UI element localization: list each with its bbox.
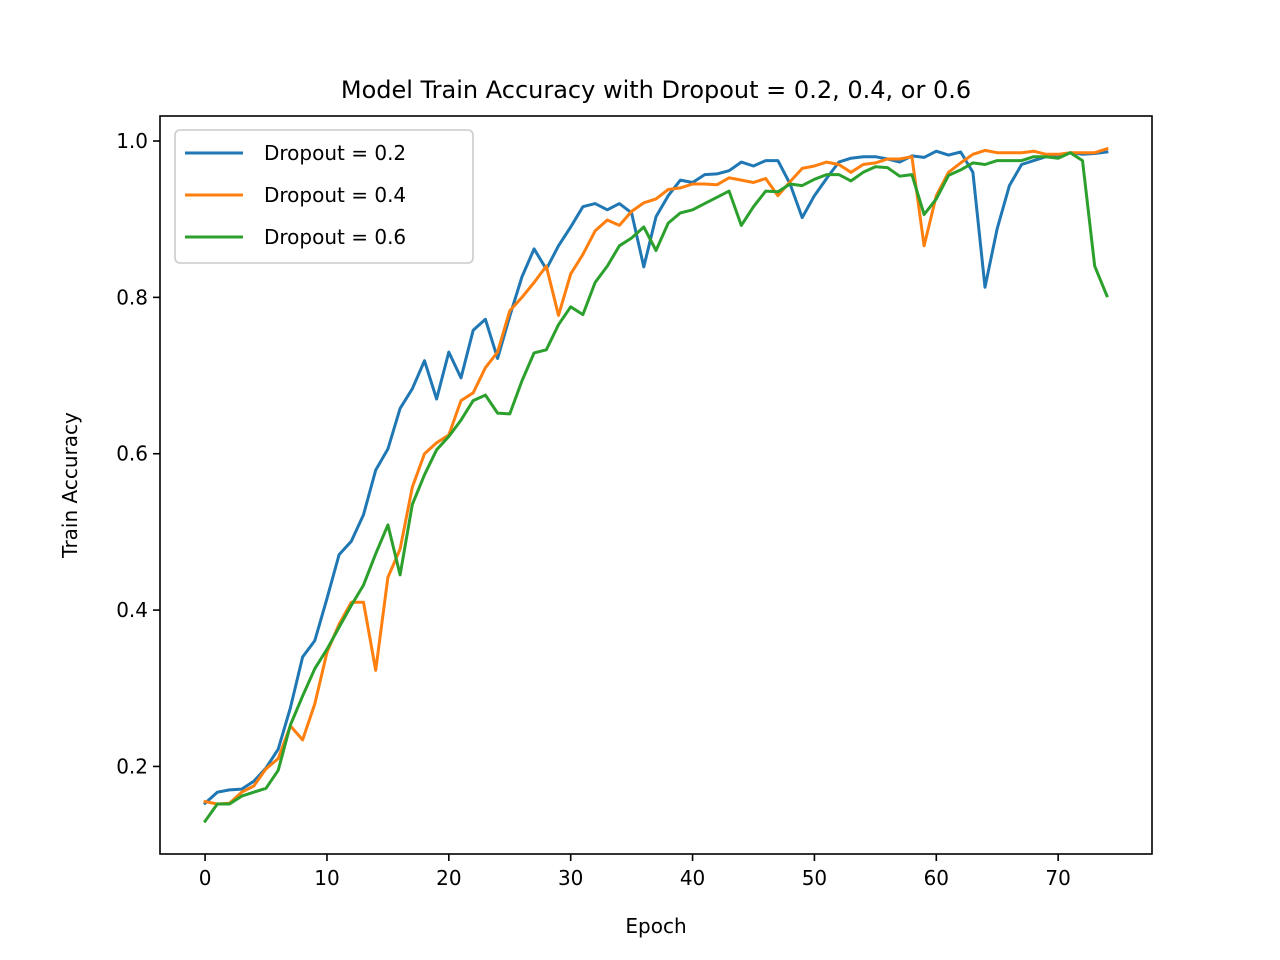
chart-title: Model Train Accuracy with Dropout = 0.2,… — [341, 76, 971, 104]
y-tick-label: 0.2 — [116, 754, 148, 778]
y-tick-label: 0.6 — [116, 442, 148, 466]
legend-label-1: Dropout = 0.2 — [264, 141, 406, 165]
x-tick-label: 50 — [802, 866, 827, 890]
y-tick-label: 0.8 — [116, 285, 148, 309]
x-tick-label: 20 — [436, 866, 461, 890]
x-tick-label: 0 — [199, 866, 212, 890]
y-tick-label: 1.0 — [116, 129, 148, 153]
series-line-2 — [203, 146, 1109, 806]
legend-label-3: Dropout = 0.6 — [264, 225, 406, 249]
x-axis-title: Epoch — [625, 914, 686, 938]
series-layer — [202, 146, 1109, 824]
y-axis-ticks: 0.2 0.4 0.6 0.8 1.0 — [116, 129, 160, 778]
x-tick-label: 60 — [924, 866, 949, 890]
y-tick-label: 0.4 — [116, 598, 148, 622]
series-line-3 — [203, 151, 1109, 824]
x-tick-label: 30 — [558, 866, 583, 890]
legend: Dropout = 0.2 Dropout = 0.4 Dropout = 0.6 — [174, 129, 474, 264]
x-tick-label: 10 — [314, 866, 339, 890]
x-axis-ticks: 0 10 20 30 40 50 60 70 — [199, 854, 1071, 890]
legend-box — [174, 129, 474, 264]
x-tick-label: 70 — [1045, 866, 1070, 890]
plot-frame — [159, 115, 1153, 855]
plot-area: 0 10 20 30 40 50 60 70 0.2 0.4 0.6 0.8 1.0 — [116, 115, 1153, 890]
y-axis-title: Train Accuracy — [58, 412, 82, 559]
x-tick-label: 40 — [680, 866, 705, 890]
legend-label-2: Dropout = 0.4 — [264, 183, 406, 207]
legend-entries: Dropout = 0.2 Dropout = 0.4 Dropout = 0.6 — [185, 141, 406, 249]
series-line-1 — [202, 149, 1109, 806]
